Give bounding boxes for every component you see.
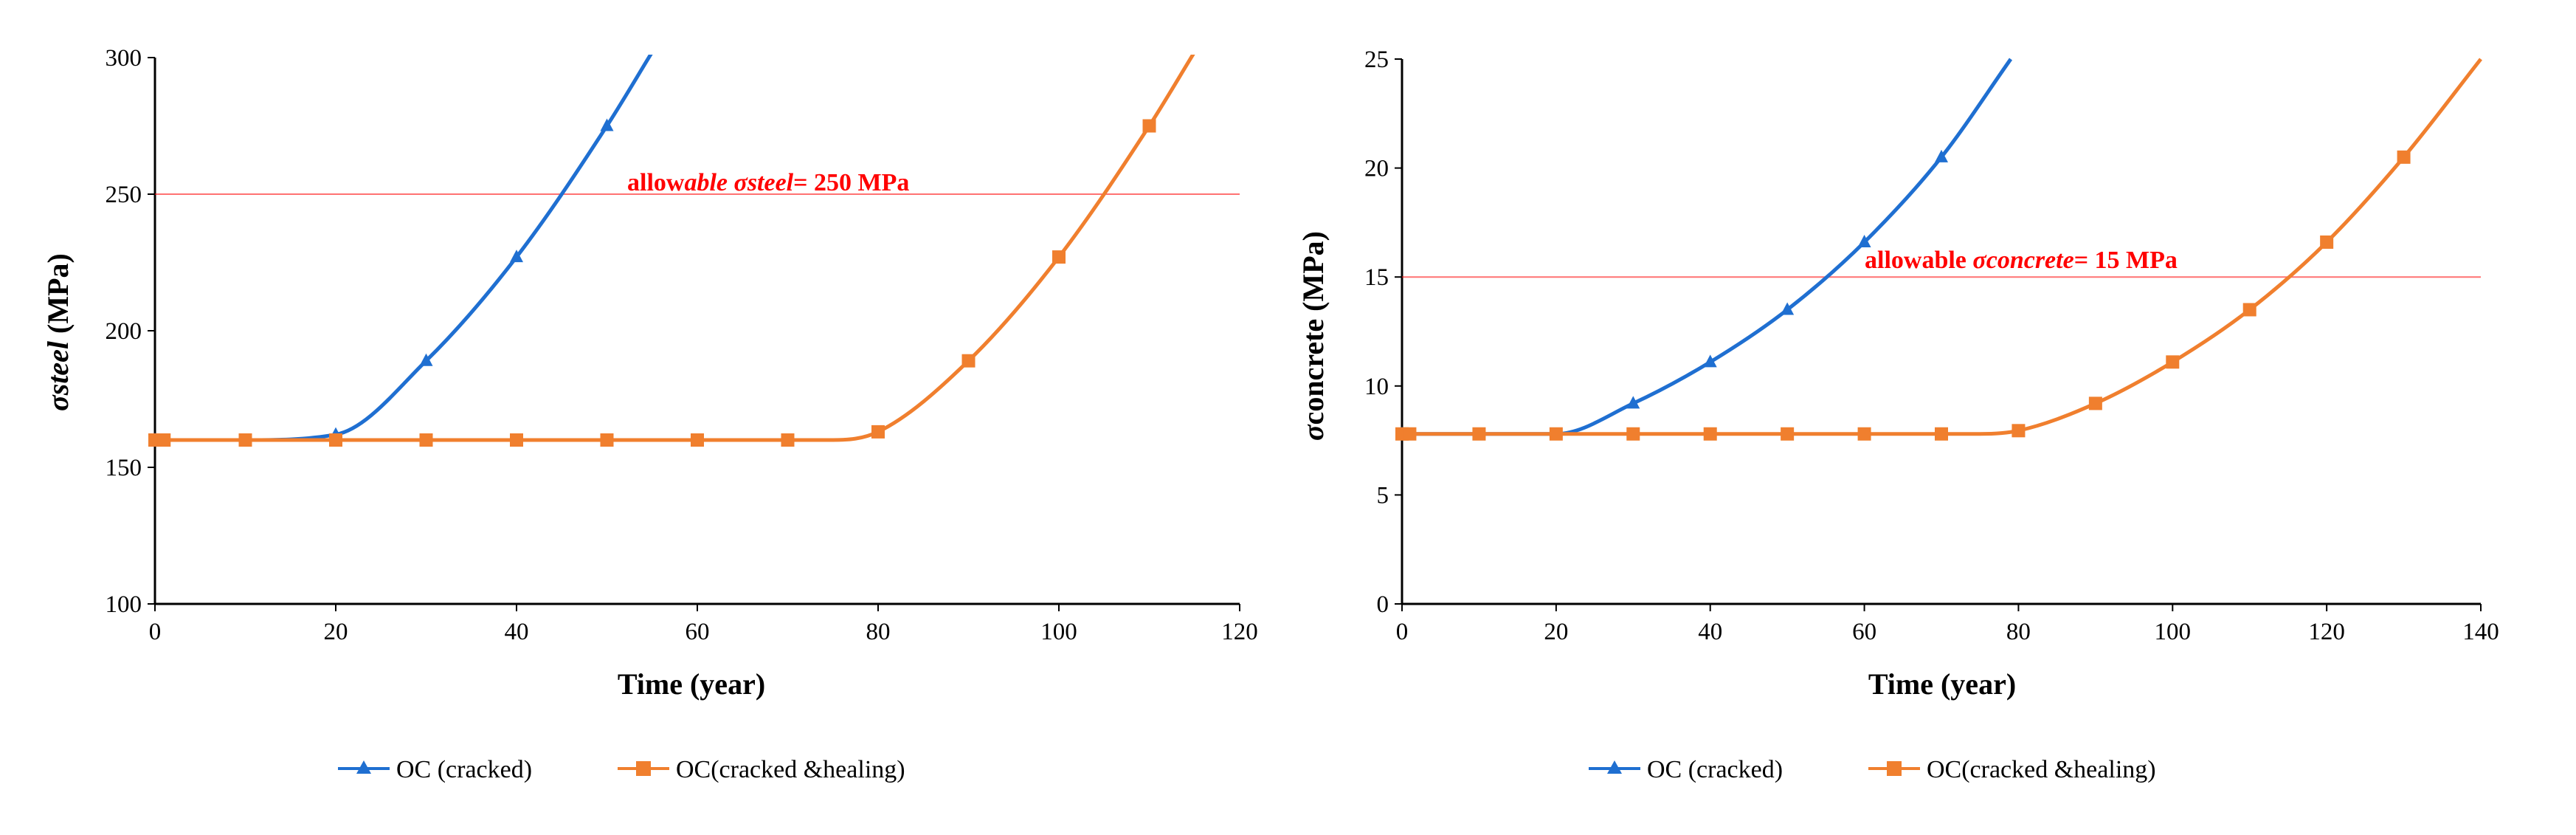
concrete-marker-healing [1781,427,1795,441]
steel-y-tick-label: 200 [106,318,142,345]
concrete-marker-cracked [1703,354,1717,368]
steel-marker-cracked [600,118,614,131]
steel-marker-healing [419,433,433,447]
steel-series-line-cracked [155,55,653,442]
chart-steel-stress: σsteel (MPa) Time (year) allowable σstee… [41,45,1258,783]
chart-concrete-stress-legend: OC (cracked) OC(cracked &healing) [1589,756,2156,783]
chart-concrete-stress-ylabel: σconcrete (MPa) [1296,231,1330,441]
concrete-marker-healing [1703,427,1717,441]
legend-marker-square [636,761,651,776]
concrete-y-tick-label: 15 [1364,264,1389,291]
steel-x-tick-label: 80 [866,619,891,645]
steel-x-tick-label: 0 [149,619,162,645]
legend-label-cracked: OC (cracked) [396,756,532,783]
steel-marker-healing [1142,119,1156,133]
concrete-marker-cracked [1781,302,1795,315]
steel-y-tick-label: 150 [106,455,142,481]
concrete-marker-healing [1935,427,1948,441]
concrete-x-tick-label: 20 [1544,619,1568,645]
legend-label-healing: OC(cracked &healing) [1927,756,2156,783]
concrete-y-tick-label: 10 [1364,374,1389,400]
legend-label-healing: OC(cracked &healing) [676,756,905,783]
steel-marker-healing [238,433,252,447]
legend-marker-square [1887,761,1902,776]
concrete-marker-cracked [1935,149,1948,162]
concrete-marker-healing [1549,427,1563,441]
steel-x-tick-label: 40 [505,619,529,645]
concrete-x-tick-label: 120 [2308,619,2345,645]
steel-x-tick-label: 60 [686,619,710,645]
chart-concrete-stress-ref-label: allowable σconcrete= 15 MPa [1865,247,2178,274]
concrete-marker-healing [2242,303,2256,317]
concrete-x-tick-label: 100 [2155,619,2192,645]
concrete-marker-healing [2088,396,2102,410]
steel-series-line-healing [155,55,1195,442]
steel-x-tick-label: 20 [324,619,348,645]
concrete-marker-healing [2320,235,2334,249]
concrete-y-tick-label: 20 [1364,156,1389,182]
chart-concrete-stress: σconcrete (MPa) Time (year) allowable σc… [1296,47,2499,783]
steel-marker-cracked [510,250,523,263]
concrete-x-tick-label: 40 [1698,619,1722,645]
chart-concrete-stress-xlabel: Time (year) [1868,667,2016,701]
concrete-marker-cracked [1626,396,1640,409]
steel-marker-healing [691,433,704,447]
concrete-y-tick-label: 25 [1364,47,1389,73]
concrete-marker-healing [1857,427,1871,441]
concrete-marker-healing [2012,424,2026,438]
chart-steel-stress-ylabel: σsteel (MPa) [41,253,75,411]
concrete-y-tick-label: 0 [1377,591,1389,618]
concrete-x-tick-label: 80 [2006,619,2031,645]
steel-marker-healing [871,425,885,439]
steel-x-tick-label: 100 [1040,619,1077,645]
concrete-marker-cracked [1857,234,1871,247]
legend-marker-triangle [1607,760,1622,774]
steel-marker-healing [600,433,614,447]
steel-marker-healing [329,433,342,447]
concrete-x-tick-label: 140 [2462,619,2499,645]
steel-marker-cracked [419,353,433,366]
concrete-marker-healing [2397,150,2411,164]
steel-marker-healing [961,354,976,368]
steel-marker-healing [1052,250,1066,264]
steel-y-tick-label: 100 [106,591,142,618]
steel-marker-healing [157,433,171,447]
chart-steel-stress-ref-label: allowable σsteel= 250 MPa [627,169,909,196]
concrete-x-tick-label: 0 [1396,619,1409,645]
chart-steel-stress-legend: OC (cracked) OC(cracked &healing) [338,756,905,783]
concrete-marker-healing [2166,355,2180,369]
concrete-x-tick-label: 60 [1852,619,1876,645]
steel-marker-healing [510,433,523,447]
concrete-marker-healing [1403,427,1417,441]
concrete-marker-healing [1472,427,1486,441]
steel-y-tick-label: 250 [106,182,142,208]
steel-x-tick-label: 120 [1221,619,1258,645]
chart-steel-stress-xlabel: Time (year) [618,667,765,701]
legend-marker-triangle [356,760,371,774]
legend-label-cracked: OC (cracked) [1647,756,1783,783]
concrete-marker-healing [1626,427,1640,441]
steel-marker-healing [781,433,795,447]
steel-y-tick-label: 300 [106,45,142,72]
concrete-y-tick-label: 5 [1377,482,1389,509]
